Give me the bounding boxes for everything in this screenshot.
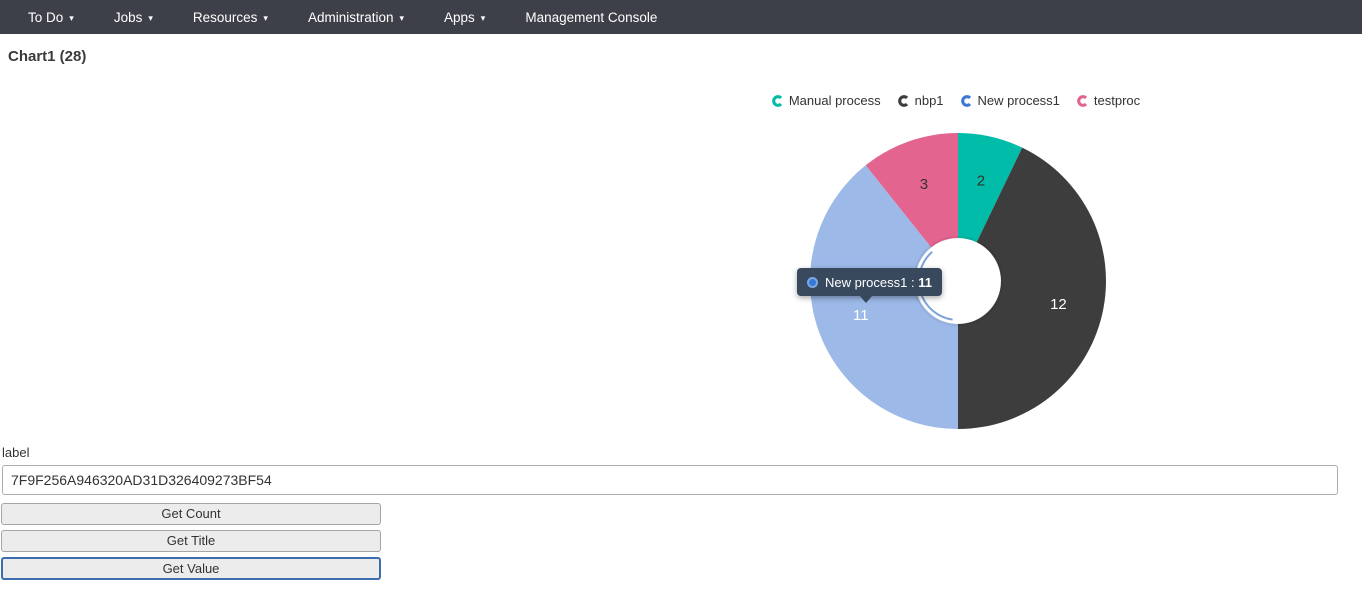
legend-ring-icon xyxy=(1077,94,1088,107)
legend-ring-icon xyxy=(897,94,908,107)
chevron-down-icon: ▾ xyxy=(399,12,405,23)
donut-chart[interactable]: 2 12 11 3 xyxy=(808,131,1108,431)
label-input[interactable] xyxy=(2,465,1338,495)
nav-item-label: Resources xyxy=(192,9,258,25)
tooltip-arrow-icon xyxy=(859,295,873,303)
nav-item-jobs[interactable]: Jobs ▾ xyxy=(94,0,173,34)
slice-value-label: 2 xyxy=(977,173,985,190)
pie-slice-manual-process[interactable] xyxy=(958,133,1023,243)
legend-item-new-process1[interactable]: New process1 xyxy=(960,93,1060,108)
chevron-down-icon: ▾ xyxy=(148,12,153,23)
get-count-button[interactable]: Get Count xyxy=(1,503,381,525)
button-group: Get Count Get Title Get Value xyxy=(0,503,1362,580)
nav-item-resources[interactable]: Resources ▾ xyxy=(173,0,288,34)
nav-item-label: Administration xyxy=(307,9,394,25)
get-title-button[interactable]: Get Title xyxy=(1,530,381,552)
legend-label: testproc xyxy=(1093,93,1141,108)
form-area: label Get Count Get Title Get Value xyxy=(0,440,1362,585)
chevron-down-icon: ▾ xyxy=(69,12,74,23)
pie-slice-new-process1[interactable] xyxy=(809,165,958,429)
tooltip-value: 11 xyxy=(918,274,932,290)
nav-item-label: Jobs xyxy=(113,9,143,25)
top-nav: To Do ▾ Jobs ▾ Resources ▾ Administration ▾ Apps… xyxy=(0,0,1362,34)
legend-item-testproc[interactable]: testproc xyxy=(1077,93,1140,108)
slice-value-label: 3 xyxy=(920,176,928,193)
legend-label: New process1 xyxy=(977,93,1060,108)
nav-item-management-console[interactable]: Management Console xyxy=(505,0,677,34)
nav-item-apps[interactable]: Apps ▾ xyxy=(424,0,505,34)
legend-item-nbp1[interactable]: nbp1 xyxy=(897,93,944,108)
nav-item-label: Management Console xyxy=(525,9,658,25)
nav-item-to-do[interactable]: To Do ▾ xyxy=(8,0,94,34)
chevron-down-icon: ▾ xyxy=(480,12,486,23)
pie-slice-testproc[interactable] xyxy=(865,133,958,248)
chart-legend: Manual process nbp1 New process1 testproc xyxy=(556,93,1356,108)
pie-slice-nbp1[interactable] xyxy=(958,147,1106,429)
get-value-button[interactable]: Get Value xyxy=(1,557,381,580)
nav-item-label: To Do xyxy=(28,9,64,25)
series-marker-icon xyxy=(807,276,818,288)
legend-label: Manual process xyxy=(788,93,881,108)
tooltip-series-name: New process1 xyxy=(825,274,908,290)
page-title: Chart1 (28) xyxy=(8,48,87,65)
slice-value-label: 11 xyxy=(853,307,869,324)
legend-label: nbp1 xyxy=(914,93,944,108)
nav-item-label: Apps xyxy=(444,9,475,25)
chart-tooltip: New process1 : 11 xyxy=(797,268,942,303)
nav-item-administration[interactable]: Administration ▾ xyxy=(288,0,424,34)
input-label: label xyxy=(2,445,30,460)
slice-value-label: 12 xyxy=(1050,296,1067,313)
tooltip-separator: : xyxy=(907,274,919,290)
chevron-down-icon: ▾ xyxy=(263,12,268,23)
legend-item-manual-process[interactable]: Manual process xyxy=(772,93,881,108)
legend-ring-icon xyxy=(960,94,971,107)
legend-ring-icon xyxy=(772,94,782,107)
